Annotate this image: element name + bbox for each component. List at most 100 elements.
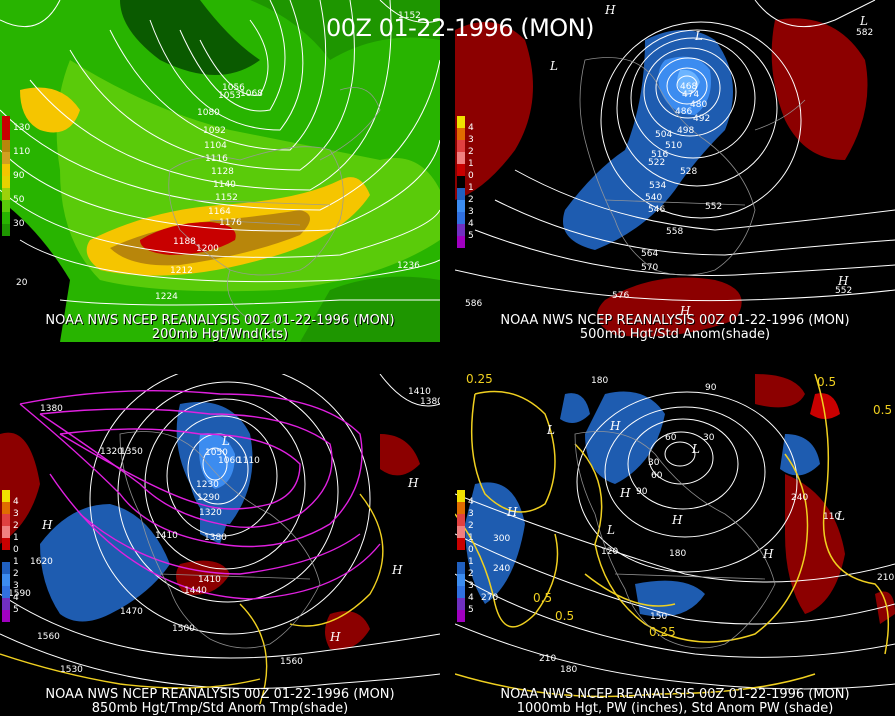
colorbar-label: 2	[13, 521, 19, 531]
panel-caption-line2: 850mb Hgt/Tmp/Std Anom Tmp(shade)	[91, 701, 349, 716]
contour-label: 30	[703, 433, 715, 443]
map-1000mb-pw: 0.25 180 90 60 30 30 60 90 120 150 210 2…	[455, 374, 895, 716]
colorbar-swatch	[457, 502, 465, 514]
contour-label: 1380	[420, 397, 440, 407]
panel-caption-line1: NOAA NWS NCEP REANALYSIS 00Z 01-22-1996 …	[45, 687, 395, 702]
high-pressure-marker: H	[604, 3, 616, 17]
panel-1000mb: 0.25 180 90 60 30 30 60 90 120 150 210 2…	[455, 374, 895, 716]
colorbar-swatch	[457, 490, 465, 502]
low-pressure-marker: L	[694, 29, 703, 43]
panel-caption-line2: 500mb Hgt/Std Anom(shade)	[579, 327, 771, 342]
colorbar-swatch	[2, 212, 10, 224]
colorbar-swatch	[2, 224, 10, 236]
low-pressure-marker: L	[859, 14, 868, 28]
colorbar-label: 4	[468, 123, 474, 133]
contour-label: 516	[651, 150, 668, 160]
map-500mb-height: 468 474 480 486 492 498 504 510 516 522 …	[455, 0, 895, 342]
colorbar-swatch	[457, 188, 465, 200]
pw-contour-label: 0.5	[555, 609, 574, 623]
colorbar-swatch	[2, 502, 10, 514]
colorbar-label: 2	[468, 195, 474, 205]
contour-label: 558	[666, 227, 683, 237]
high-pressure-marker: H	[762, 547, 774, 561]
contour-label: 60	[651, 471, 663, 481]
contour-label: 240	[493, 564, 510, 574]
contour-label: 1320	[100, 447, 123, 457]
colorbar-label: 130	[13, 123, 31, 133]
contour-label: 498	[677, 126, 694, 136]
contour-label: 1350	[120, 447, 143, 457]
colorbar-label: 1	[13, 557, 19, 567]
colorbar-swatch	[457, 140, 465, 152]
colorbar-swatch	[457, 538, 465, 550]
high-pressure-marker: H	[619, 486, 631, 500]
colorbar-swatch	[457, 526, 465, 538]
high-pressure-marker: H	[41, 518, 53, 532]
colorbar-swatch	[457, 586, 465, 598]
colorbar-label: 3	[468, 509, 474, 519]
high-pressure-marker: H	[407, 476, 419, 490]
contour-label: 480	[690, 100, 707, 110]
colorbar-label: 1	[468, 159, 474, 169]
contour-label: 1092	[203, 126, 226, 136]
contour-label: 1152	[215, 193, 238, 203]
colorbar-label: 90	[13, 171, 25, 181]
panel-200mb: 1152 1056 1068 1053 1080 1092 1104 1116 …	[0, 0, 440, 342]
colorbar-1000mb-anom: 4 3 2 1 0 1 2 3 4 5	[457, 490, 487, 622]
contour-label: 1176	[219, 218, 242, 228]
contour-label: 1116	[205, 154, 228, 164]
colorbar-swatch	[2, 562, 10, 574]
low-pressure-marker: L	[691, 442, 700, 456]
map-850mb-temp: 1410 1380 1320 1350 1050 1060 1110 1230 …	[0, 374, 440, 716]
high-pressure-marker: H	[671, 513, 683, 527]
colorbar-swatch	[457, 574, 465, 586]
contour-label: 586	[465, 299, 482, 309]
colorbar-label: 3	[468, 207, 474, 217]
contour-label: 1080	[197, 108, 220, 118]
contour-label: 510	[665, 141, 682, 151]
contour-label: 110	[823, 512, 840, 522]
high-pressure-marker: H	[391, 563, 403, 577]
contour-label: 60	[665, 433, 677, 443]
panel-500mb: 468 474 480 486 492 498 504 510 516 522 …	[455, 0, 895, 342]
contour-label: 1410	[198, 575, 221, 585]
colorbar-label: 4	[13, 497, 19, 507]
colorbar-label: 2	[468, 569, 474, 579]
colorbar-label: 4	[468, 219, 474, 229]
colorbar-swatch	[2, 140, 10, 152]
high-pressure-marker: H	[609, 419, 621, 433]
contour-label: 486	[675, 107, 692, 117]
contour-label: 1410	[408, 387, 431, 397]
contour-label: 522	[648, 158, 665, 168]
pw-contour-label: 0.25	[466, 374, 493, 386]
panel-caption-line2: 200mb Hgt/Wnd(kts)	[151, 327, 289, 342]
low-pressure-marker: L	[606, 523, 615, 537]
contour-label: 1590	[8, 589, 31, 599]
pw-contour-label: 0.25	[649, 625, 676, 639]
contour-label: 150	[650, 612, 667, 622]
contour-label: 570	[641, 263, 658, 273]
colorbar-swatch	[2, 490, 10, 502]
contour-label: 1290	[197, 493, 220, 503]
contour-label: 552	[835, 286, 852, 296]
contour-label: 180	[560, 665, 577, 675]
colorbar-label: 1	[468, 557, 474, 567]
colorbar-label: 1	[13, 533, 19, 543]
contour-label: 1530	[60, 665, 83, 675]
contour-label: 210	[539, 654, 556, 664]
colorbar-label: 3	[468, 135, 474, 145]
contour-label: 1128	[211, 167, 234, 177]
contour-label: 528	[680, 167, 697, 177]
contour-label: 1410	[155, 531, 178, 541]
colorbar-swatch	[2, 176, 10, 188]
colorbar-swatch	[2, 526, 10, 538]
contour-label: 540	[645, 193, 662, 203]
page-title: 00Z 01-22-1996 (MON)	[326, 14, 595, 42]
colorbar-label: 1	[468, 533, 474, 543]
colorbar-label: 0	[468, 171, 474, 181]
panel-850mb: 1410 1380 1320 1350 1050 1060 1110 1230 …	[0, 374, 440, 716]
contour-label: 1560	[37, 632, 60, 642]
colorbar-850mb-anom: 4 3 2 1 0 1 2 3 4 5	[2, 490, 32, 622]
pw-contour-label: 0.5	[817, 375, 836, 389]
colorbar-swatch	[457, 550, 465, 562]
